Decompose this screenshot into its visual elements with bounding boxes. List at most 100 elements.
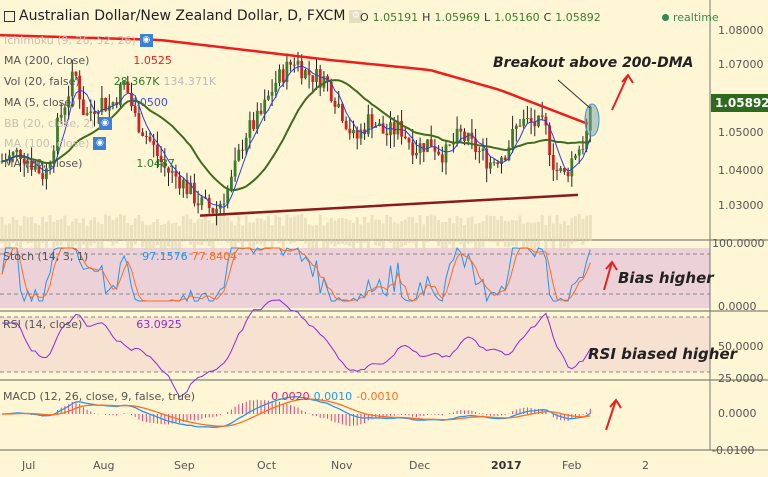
candle-body <box>418 143 422 154</box>
candle-body <box>426 139 429 152</box>
candle-body <box>144 135 148 137</box>
volume-bar <box>285 214 289 241</box>
volume-bar <box>252 222 256 249</box>
candle-body <box>385 133 389 136</box>
volume-bar <box>503 221 507 248</box>
candle-body <box>489 162 492 169</box>
legend-ma100[interactable]: MA (100, close) ◉ <box>4 137 107 150</box>
l-label: L <box>483 11 491 24</box>
volume-bar <box>192 222 196 249</box>
volume-bar <box>337 218 341 245</box>
time-tick: Oct <box>257 459 277 472</box>
support-trendline <box>199 193 579 217</box>
volume-bar <box>281 225 285 252</box>
volume-bar <box>377 219 381 246</box>
volume-bar <box>11 216 15 243</box>
legend-stoch[interactable]: Stoch (14, 3, 1) 97.1576 77.8404 <box>3 250 237 263</box>
volume-bar <box>411 216 415 243</box>
volume-bar <box>237 216 241 243</box>
volume-bar <box>485 215 489 242</box>
legend-ichimoku[interactable]: Ichimoku (9, 26, 52, 26) ◉ <box>4 34 153 47</box>
volume-bar <box>81 218 85 245</box>
volume-bar <box>48 215 52 242</box>
candle-body <box>270 91 274 96</box>
settings-icon[interactable]: ⚙ <box>349 9 363 23</box>
collapse-icon[interactable] <box>4 10 15 22</box>
volume-bar <box>178 225 182 252</box>
current-price-label: 1.05892 <box>711 94 768 112</box>
legend-bb[interactable]: BB (20, close, 2) ◉ <box>4 117 112 130</box>
volume-bar <box>311 225 315 252</box>
volume-bar <box>492 215 496 242</box>
rsi-annotation: RSI biased higher <box>588 345 738 363</box>
candle-body <box>522 118 526 126</box>
volume-bar <box>107 215 111 242</box>
candle-body <box>566 171 570 177</box>
volume-bar <box>496 219 500 246</box>
volume-bar <box>551 223 555 250</box>
volume-bar <box>159 224 163 251</box>
volume-bar <box>566 224 570 251</box>
candle-body <box>241 149 244 151</box>
macd-value: 0.0010 <box>313 390 353 403</box>
volume-bar <box>22 216 26 243</box>
red-arrow-icon <box>611 74 629 111</box>
volume-bar <box>540 214 544 241</box>
candle-body <box>496 162 500 164</box>
candle-body <box>200 197 204 206</box>
volume-bar <box>74 218 78 245</box>
candle-body <box>359 129 363 139</box>
candle-body <box>130 92 133 107</box>
volume-bar <box>255 218 259 245</box>
candle-body <box>56 117 59 151</box>
volume-bar <box>85 225 89 252</box>
high-value: 1.05969 <box>434 11 480 24</box>
volume-bar <box>359 224 363 251</box>
eye-icon[interactable]: ◉ <box>93 137 107 150</box>
volume-bar <box>144 224 148 251</box>
time-tick: Jul <box>22 459 36 472</box>
candle-body <box>159 155 163 162</box>
candle-body <box>581 149 585 151</box>
candle-body <box>352 129 355 134</box>
legend-macd[interactable]: MACD (12, 26, close, 9, false, true) 0.00… <box>3 390 399 403</box>
candle-body <box>466 132 470 141</box>
price-tick: 1.07000 <box>718 58 764 71</box>
breakout-highlight <box>584 103 600 137</box>
legend-rsi[interactable]: RSI (14, close) 63.0925 <box>3 318 182 331</box>
candle-body <box>296 60 300 65</box>
volume-bar <box>200 219 204 246</box>
candle-body <box>333 100 337 107</box>
eye-icon[interactable]: ◉ <box>98 117 112 130</box>
candle-body <box>278 69 281 83</box>
candle-body <box>396 120 400 135</box>
volume-bar <box>370 214 374 241</box>
legend-ma20[interactable]: MA (20, close) 1.0487 <box>4 157 175 170</box>
candle-body <box>193 182 196 204</box>
candle-body <box>511 128 514 148</box>
candle-body <box>281 69 285 83</box>
legend-ma5[interactable]: MA (5, close) 1.0500 <box>4 96 168 109</box>
candle-body <box>444 144 448 163</box>
candle-body <box>133 106 137 114</box>
volume-bar <box>577 214 581 241</box>
volume-bar <box>381 223 385 250</box>
legend-ma200[interactable]: MA (200, close) 1.0525 <box>4 54 172 67</box>
arrow-head-icon <box>609 398 622 409</box>
candle-body <box>78 75 82 100</box>
volume-bar <box>474 223 478 250</box>
candle-body <box>370 114 374 128</box>
volume-bar <box>229 221 233 248</box>
candle-body <box>248 120 252 138</box>
volume-bar <box>581 218 585 245</box>
volume-bar <box>41 216 45 243</box>
candle-body <box>363 129 366 135</box>
candle-body <box>37 165 41 174</box>
volume-bar <box>444 221 448 248</box>
volume-bar <box>218 214 222 241</box>
legend-volume[interactable]: Vol (20, false) 28.367K 134.371K <box>4 75 216 88</box>
c-label: C <box>543 11 552 24</box>
eye-icon[interactable]: ◉ <box>139 34 153 47</box>
candle-body <box>48 163 52 169</box>
